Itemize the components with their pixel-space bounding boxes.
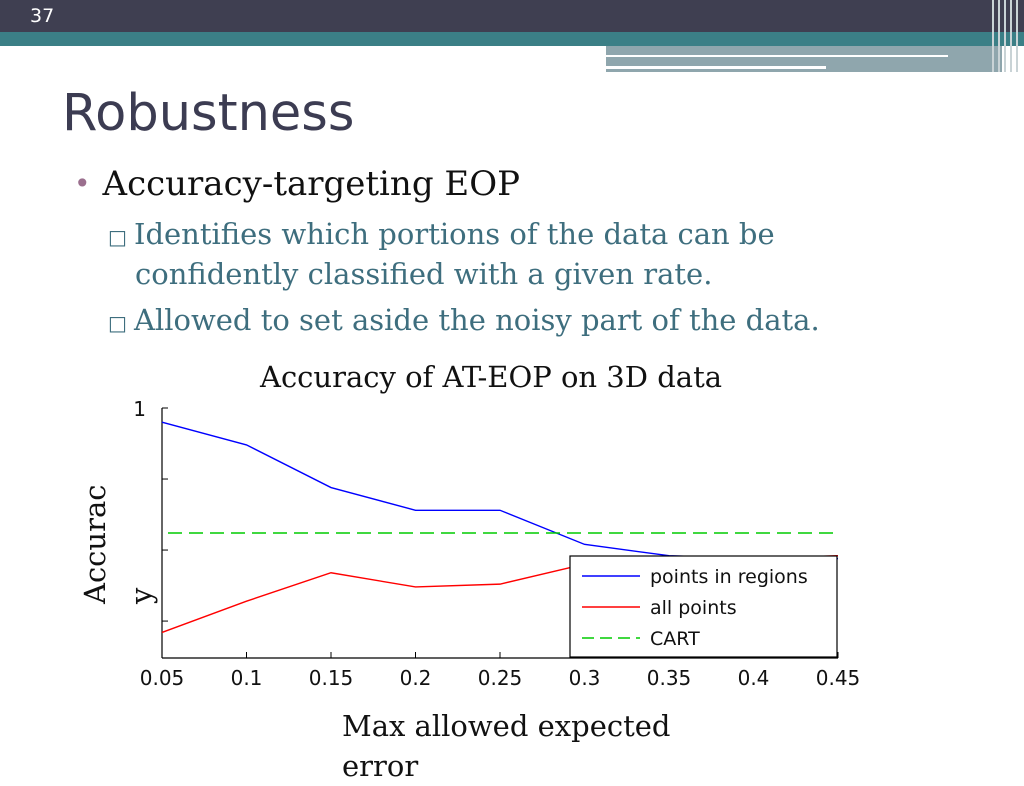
- x-tick-label: 0.35: [647, 666, 692, 690]
- bullet-dot-icon: •: [74, 167, 91, 200]
- bullet-text: Accuracy-targeting EOP: [102, 164, 520, 204]
- chart: 1 0.05 0.1 0.15 0.2 0.25 0.3 0.35 0.4 0.45 points…: [133, 397, 860, 690]
- legend-entry: CART: [650, 628, 700, 650]
- sub-bullet-continuation: confidently classified with a given rate…: [135, 257, 713, 291]
- sub-bullet-item: □ Identifies which portions of the data c…: [108, 214, 775, 257]
- header-accent-bar: [0, 32, 1024, 46]
- sub-bullet-item: □ Allowed to set aside the noisy part of …: [108, 300, 820, 343]
- chart-title: Accuracy of AT-EOP on 3D data: [260, 360, 723, 394]
- chart-legend: points in regions all points CART: [569, 555, 838, 658]
- x-tick-label: 0.05: [140, 666, 185, 690]
- sub-bullet-text: Allowed to set aside the noisy part of t…: [134, 303, 820, 337]
- y-tick-label: 1: [133, 397, 146, 421]
- series-line-points-in-regions: [161, 421, 838, 560]
- x-tick-label: 0.15: [309, 666, 354, 690]
- square-bullet-icon: □: [108, 311, 127, 335]
- x-tick-label: 0.1: [231, 666, 263, 690]
- sub-bullet-text: Identifies which portions of the data ca…: [134, 217, 775, 251]
- slide-title: Robustness: [62, 84, 355, 143]
- header-banner: [0, 0, 1024, 32]
- square-bullet-icon: □: [108, 225, 127, 249]
- header-decoration-line: [606, 55, 948, 57]
- x-tick-label: 0.45: [816, 666, 861, 690]
- x-tick-label: 0.25: [478, 666, 523, 690]
- header-decoration-stripes: [988, 0, 1024, 72]
- x-tick-label: 0.3: [569, 666, 601, 690]
- slide-number: 37: [30, 5, 55, 27]
- x-axis-label: Max allowed expected error: [342, 709, 671, 783]
- x-tick-label: 0.4: [738, 666, 770, 690]
- legend-entry: points in regions: [650, 566, 808, 588]
- bullet-item: • Accuracy-targeting EOP: [74, 164, 520, 204]
- chart-axes: 1 0.05 0.1 0.15 0.2 0.25 0.3 0.35 0.4 0.45: [133, 397, 860, 690]
- header-decoration-line: [606, 66, 826, 69]
- x-tick-label: 0.2: [400, 666, 432, 690]
- legend-entry: all points: [650, 597, 737, 619]
